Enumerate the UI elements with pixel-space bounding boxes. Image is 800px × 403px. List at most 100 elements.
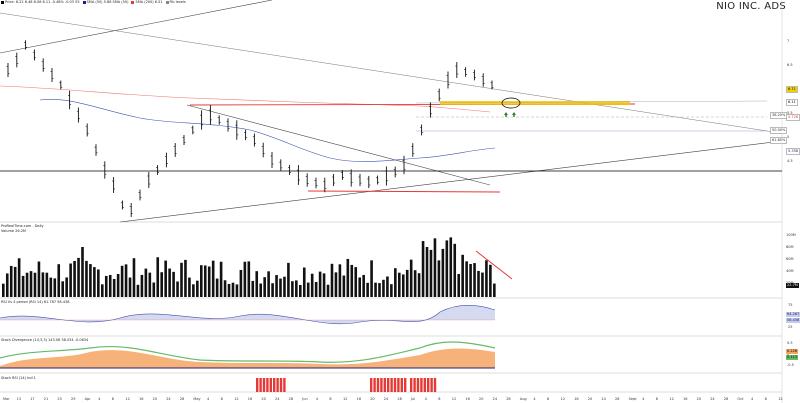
volume-bar bbox=[255, 271, 259, 297]
rsi-axis-label: 75 bbox=[788, 303, 792, 307]
signal-bar bbox=[256, 378, 259, 392]
volume-bar bbox=[77, 257, 80, 297]
price-tag: 5.358 bbox=[786, 148, 800, 155]
date-label: 20 bbox=[479, 397, 483, 401]
date-label: 12 bbox=[561, 397, 565, 401]
volume-bar bbox=[132, 258, 136, 297]
signal-bar bbox=[404, 378, 407, 392]
date-label: 20 bbox=[153, 397, 157, 401]
date-label: 4 bbox=[316, 397, 319, 401]
volume-bar bbox=[291, 281, 294, 297]
volume-bar bbox=[188, 277, 191, 297]
volume-bar bbox=[342, 275, 346, 297]
volume-bar bbox=[469, 263, 472, 297]
volume-bar bbox=[267, 271, 270, 297]
price-tag: 6.71 bbox=[786, 86, 798, 93]
volume-bar bbox=[445, 240, 449, 297]
volume-bar bbox=[322, 273, 326, 297]
up-arrow-icon bbox=[504, 112, 508, 117]
stoch-green-line bbox=[0, 341, 496, 363]
date-label: 8 bbox=[329, 397, 331, 401]
volume-bar bbox=[81, 247, 84, 297]
date-label: 24 bbox=[384, 397, 389, 401]
date-label: 12 bbox=[234, 397, 238, 401]
volume-bar bbox=[17, 258, 21, 297]
date-label: May bbox=[193, 397, 200, 401]
price-tag: 61.80% bbox=[770, 137, 788, 144]
volume-bar bbox=[362, 274, 365, 297]
price-axis-label: 6.5 bbox=[787, 63, 793, 67]
signal-bar bbox=[273, 378, 276, 392]
volume-bar bbox=[394, 268, 397, 297]
signal-bar bbox=[433, 378, 437, 392]
signal-bar bbox=[397, 378, 400, 392]
date-label: 28 bbox=[180, 397, 184, 401]
date-label: 24 bbox=[166, 397, 171, 401]
volume-bar bbox=[485, 260, 488, 297]
date-label: 28 bbox=[506, 397, 510, 401]
volume-bar bbox=[21, 275, 25, 297]
volume-bar bbox=[235, 284, 239, 297]
volume-bar bbox=[295, 280, 298, 297]
volume-bar bbox=[302, 267, 306, 297]
chart-title: NIO INC. ADS bbox=[716, 1, 786, 12]
volume-panel-source: ProRealTime.com - Daily bbox=[1, 224, 44, 228]
date-label: 4 bbox=[207, 397, 210, 401]
signal-bar bbox=[390, 378, 393, 392]
volume-bar bbox=[481, 272, 484, 297]
date-label: 4 bbox=[98, 397, 101, 401]
ellipse-marker bbox=[501, 97, 521, 109]
volume-bar bbox=[449, 237, 453, 297]
volume-tag: 22.7M bbox=[786, 283, 799, 288]
volume-bar bbox=[405, 269, 409, 297]
volume-bar bbox=[207, 266, 211, 297]
volume-bar bbox=[310, 273, 314, 297]
volume-bar bbox=[409, 259, 413, 297]
signal-bar bbox=[279, 378, 283, 392]
date-label: 16 bbox=[465, 397, 469, 401]
up-arrow-icon bbox=[512, 112, 516, 117]
volume-bar bbox=[330, 263, 334, 297]
price-axis-label: 5 bbox=[787, 135, 789, 139]
date-label: 24 bbox=[275, 397, 280, 401]
date-label: Aug bbox=[520, 397, 527, 401]
header-legend-item: Fib levels bbox=[165, 0, 186, 4]
signal-bar bbox=[393, 378, 397, 392]
rsi-tag: 64.267 bbox=[786, 312, 800, 317]
date-label: 8 bbox=[112, 397, 114, 401]
volume-bar bbox=[429, 249, 433, 297]
header-legend-item: Price: 6.22 6.48 6.08 6.11 -0.48% -0.03 … bbox=[1, 0, 80, 4]
volume-bar bbox=[259, 283, 262, 297]
date-label: 4 bbox=[751, 397, 754, 401]
volume-bar bbox=[354, 267, 358, 297]
header-legend-item: SMA (50) 5.88 SMA (50) bbox=[82, 0, 128, 4]
date-label: 12 bbox=[452, 397, 456, 401]
volume-bar bbox=[366, 282, 369, 297]
volume-axis-label: 100M bbox=[786, 233, 796, 237]
volume-bar bbox=[172, 271, 175, 297]
volume-bar bbox=[421, 241, 425, 297]
volume-bar bbox=[97, 269, 100, 297]
date-label: Apr bbox=[85, 397, 92, 401]
volume-bar bbox=[390, 284, 393, 297]
volume-bar bbox=[338, 264, 342, 297]
date-label: 28 bbox=[615, 397, 619, 401]
volume-bar bbox=[382, 279, 385, 297]
volume-bar bbox=[219, 261, 223, 297]
signal-bar bbox=[430, 378, 433, 392]
volume-bar bbox=[299, 284, 302, 297]
date-label: 29 bbox=[71, 397, 75, 401]
volume-bar bbox=[148, 272, 152, 297]
signal-bar bbox=[387, 378, 390, 392]
volume-bar bbox=[386, 276, 389, 297]
rsi-tag: 58.438 bbox=[786, 318, 800, 323]
date-label: Oct bbox=[737, 397, 744, 401]
volume-bar bbox=[318, 271, 322, 297]
volume-bar bbox=[49, 277, 53, 297]
date-label: 8 bbox=[438, 397, 440, 401]
signal-bar bbox=[420, 378, 423, 392]
volume-bar bbox=[243, 261, 247, 297]
chart-header-legend: Price: 6.22 6.48 6.08 6.11 -0.48% -0.03 … bbox=[1, 0, 301, 6]
price-tag: 38.20% bbox=[770, 112, 788, 119]
